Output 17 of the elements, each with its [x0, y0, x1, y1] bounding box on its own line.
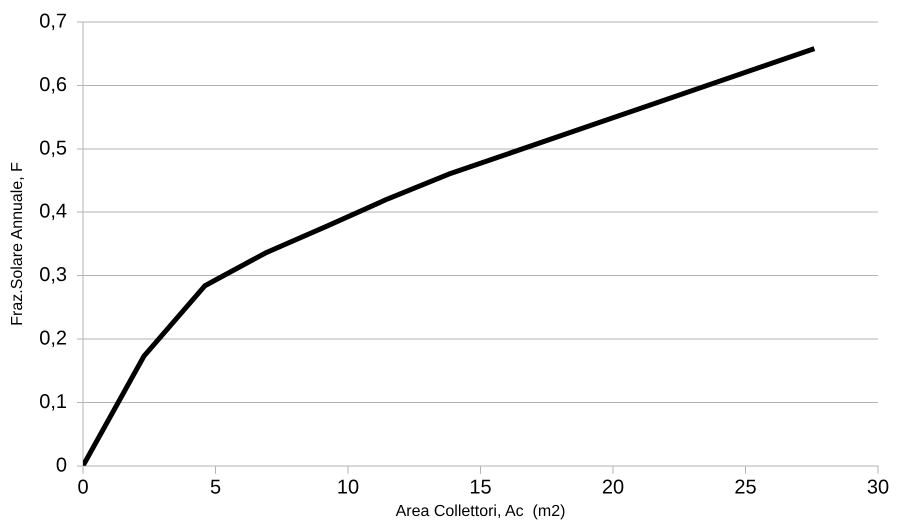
y-tick-label: 0,2	[39, 328, 68, 350]
y-tick-label: 0,3	[39, 264, 68, 286]
x-tick-label: 30	[866, 476, 890, 498]
y-tick-label: 0	[56, 454, 68, 476]
x-tick-label: 25	[734, 476, 757, 498]
y-tick-label: 0,7	[39, 10, 68, 33]
y-axis-title: Fraz.Solare Annuale, F	[9, 162, 26, 326]
y-tick-label: 0,6	[39, 74, 68, 96]
y-tick-label: 0,1	[39, 390, 68, 413]
y-tick-label: 0,5	[39, 137, 68, 160]
x-tick-label: 15	[469, 476, 492, 498]
x-tick-label: 5	[210, 476, 222, 498]
x-axis-title: Area Collettori, Ac (m2)	[396, 502, 566, 520]
x-tick-label: 0	[77, 476, 89, 498]
x-tick-label: 10	[336, 476, 360, 498]
y-tick-label: 0,4	[39, 200, 68, 223]
x-tick-label: 20	[602, 476, 624, 498]
